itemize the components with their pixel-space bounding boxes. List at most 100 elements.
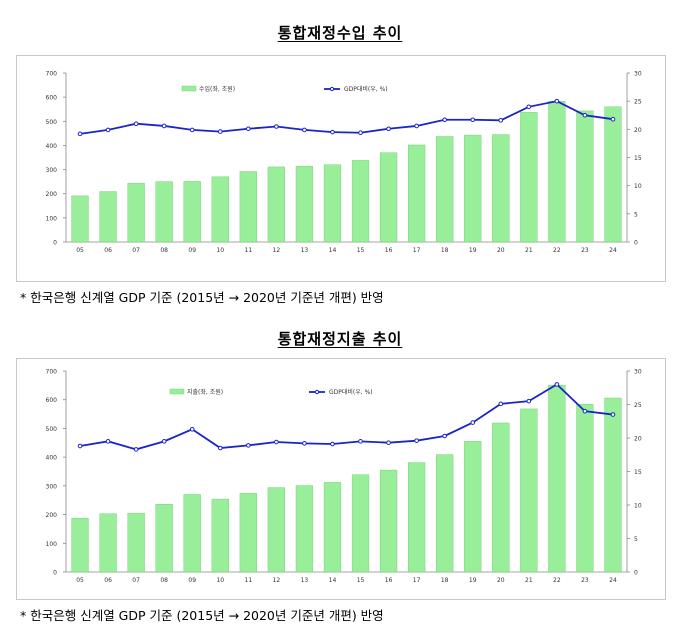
ratio-point — [274, 439, 279, 445]
bar — [408, 144, 426, 243]
left-axis-tick-label: 100 — [46, 215, 58, 222]
left-axis-tick-label: 500 — [46, 119, 58, 126]
x-axis-tick-label: 10 — [216, 577, 224, 584]
bar — [127, 183, 145, 243]
ratio-point — [105, 127, 111, 133]
bar — [211, 498, 229, 573]
x-axis-tick-label: 23 — [581, 247, 589, 254]
left-axis-tick-label: 700 — [46, 369, 58, 376]
expenditure-chart-panel: 0 100 200 300 400 500 600 700 0 5 10 15 20 25 30 05 06 07… — [16, 358, 666, 600]
bar — [464, 441, 482, 573]
ratio-point — [302, 441, 307, 446]
right-axis-tick-label: 30 — [634, 71, 642, 78]
ratio-point — [358, 130, 363, 136]
expenditure-chart-title-text: 통합재정지출 추이 — [277, 330, 403, 348]
right-axis-tick-label: 20 — [634, 436, 642, 443]
left-axis-tick-label: 400 — [46, 143, 58, 150]
left-axis-tick-label: 100 — [46, 541, 58, 548]
bar — [155, 504, 173, 573]
bar — [351, 160, 370, 243]
x-axis-tick-label: 08 — [160, 247, 168, 254]
bar — [548, 384, 566, 573]
left-axis-tick-label: 200 — [46, 191, 58, 198]
ratio-point — [77, 131, 83, 137]
ratio-point — [133, 121, 139, 126]
ratio-point — [330, 129, 335, 135]
bar — [71, 195, 89, 243]
bar — [604, 106, 622, 243]
ratio-point — [274, 124, 279, 129]
ratio-line — [79, 100, 614, 135]
ratio-point — [442, 117, 447, 123]
ratio-point — [161, 123, 167, 129]
left-axis-tick-label: 600 — [46, 95, 58, 102]
bar — [548, 101, 566, 243]
bar — [323, 164, 342, 243]
bar — [183, 494, 201, 573]
left-axis-tick-label: 300 — [46, 167, 58, 174]
ratio-point — [189, 127, 195, 133]
right-axis-tick-label: 0 — [634, 240, 638, 247]
bar — [436, 454, 454, 573]
x-axis-tick-label: 13 — [301, 247, 309, 254]
bar — [99, 191, 117, 243]
x-axis-tick-label: 09 — [188, 577, 196, 584]
revenue-chart-title: 통합재정수입 추이 — [0, 22, 680, 43]
x-axis-tick-label: 07 — [132, 247, 140, 254]
legend-line-label: GDP대비(우, %) — [344, 85, 388, 93]
x-axis-tick-label: 16 — [385, 577, 393, 584]
bar — [492, 422, 510, 573]
ratio-point — [246, 126, 251, 132]
right-axis-tick-label: 30 — [634, 369, 642, 376]
bar — [183, 181, 201, 243]
bar — [267, 487, 285, 573]
legend-line-marker — [314, 389, 320, 395]
x-axis-tick-label: 24 — [609, 247, 617, 254]
x-axis-tick-label: 15 — [357, 577, 365, 584]
ratio-point — [358, 439, 363, 444]
x-axis-tick-label: 18 — [441, 247, 449, 254]
bar — [211, 176, 229, 243]
ratio-point — [105, 439, 111, 444]
revenue-footnote: * 한국은행 신계열 GDP 기준 (2015년 → 2020년 기준년 개편)… — [20, 290, 384, 305]
legend-line-label: GDP대비(우, %) — [329, 388, 373, 396]
bar — [295, 165, 314, 243]
ratio-point — [526, 104, 532, 110]
right-axis-tick-label: 10 — [634, 183, 642, 190]
x-axis-tick-label: 21 — [525, 577, 533, 584]
x-axis-tick-label: 11 — [245, 247, 253, 254]
right-axis-tick-label: 25 — [634, 402, 642, 409]
left-axis-tick-label: 300 — [46, 483, 58, 490]
right-axis-tick-label: 5 — [634, 211, 638, 218]
bar — [351, 474, 370, 573]
left-axis-tick-label: 700 — [46, 71, 58, 78]
x-axis-tick-label: 06 — [104, 577, 112, 584]
ratio-point — [582, 408, 588, 414]
revenue-chart-panel: 0 100 200 300 400 500 600 700 0 5 10 15 20 25 30 05 06 07… — [16, 55, 666, 282]
right-axis-tick-label: 20 — [634, 127, 642, 134]
ratio-point — [330, 441, 335, 447]
x-axis-tick-label: 06 — [104, 247, 112, 254]
bar — [267, 166, 285, 243]
ratio-point — [302, 127, 307, 133]
bar — [127, 512, 145, 573]
x-axis-tick-label: 18 — [441, 577, 449, 584]
bar — [520, 112, 538, 243]
ratio-point — [610, 116, 616, 122]
ratio-point — [161, 439, 167, 444]
right-axis-tick-label: 5 — [634, 536, 638, 543]
bar — [239, 171, 257, 243]
bar — [239, 493, 257, 573]
left-axis-tick-label: 200 — [46, 512, 58, 519]
x-axis-tick-label: 17 — [413, 247, 421, 254]
x-axis-tick-label: 12 — [273, 247, 281, 254]
bar — [295, 485, 314, 573]
bar — [99, 513, 117, 573]
x-axis-tick-label: 22 — [553, 577, 561, 584]
x-axis-tick-label: 24 — [609, 577, 617, 584]
legend-bar-swatch — [169, 388, 185, 395]
legend-line-marker — [329, 86, 335, 92]
legend-bar-swatch — [181, 85, 197, 92]
expenditure-chart-title: 통합재정지출 추이 — [0, 328, 680, 349]
